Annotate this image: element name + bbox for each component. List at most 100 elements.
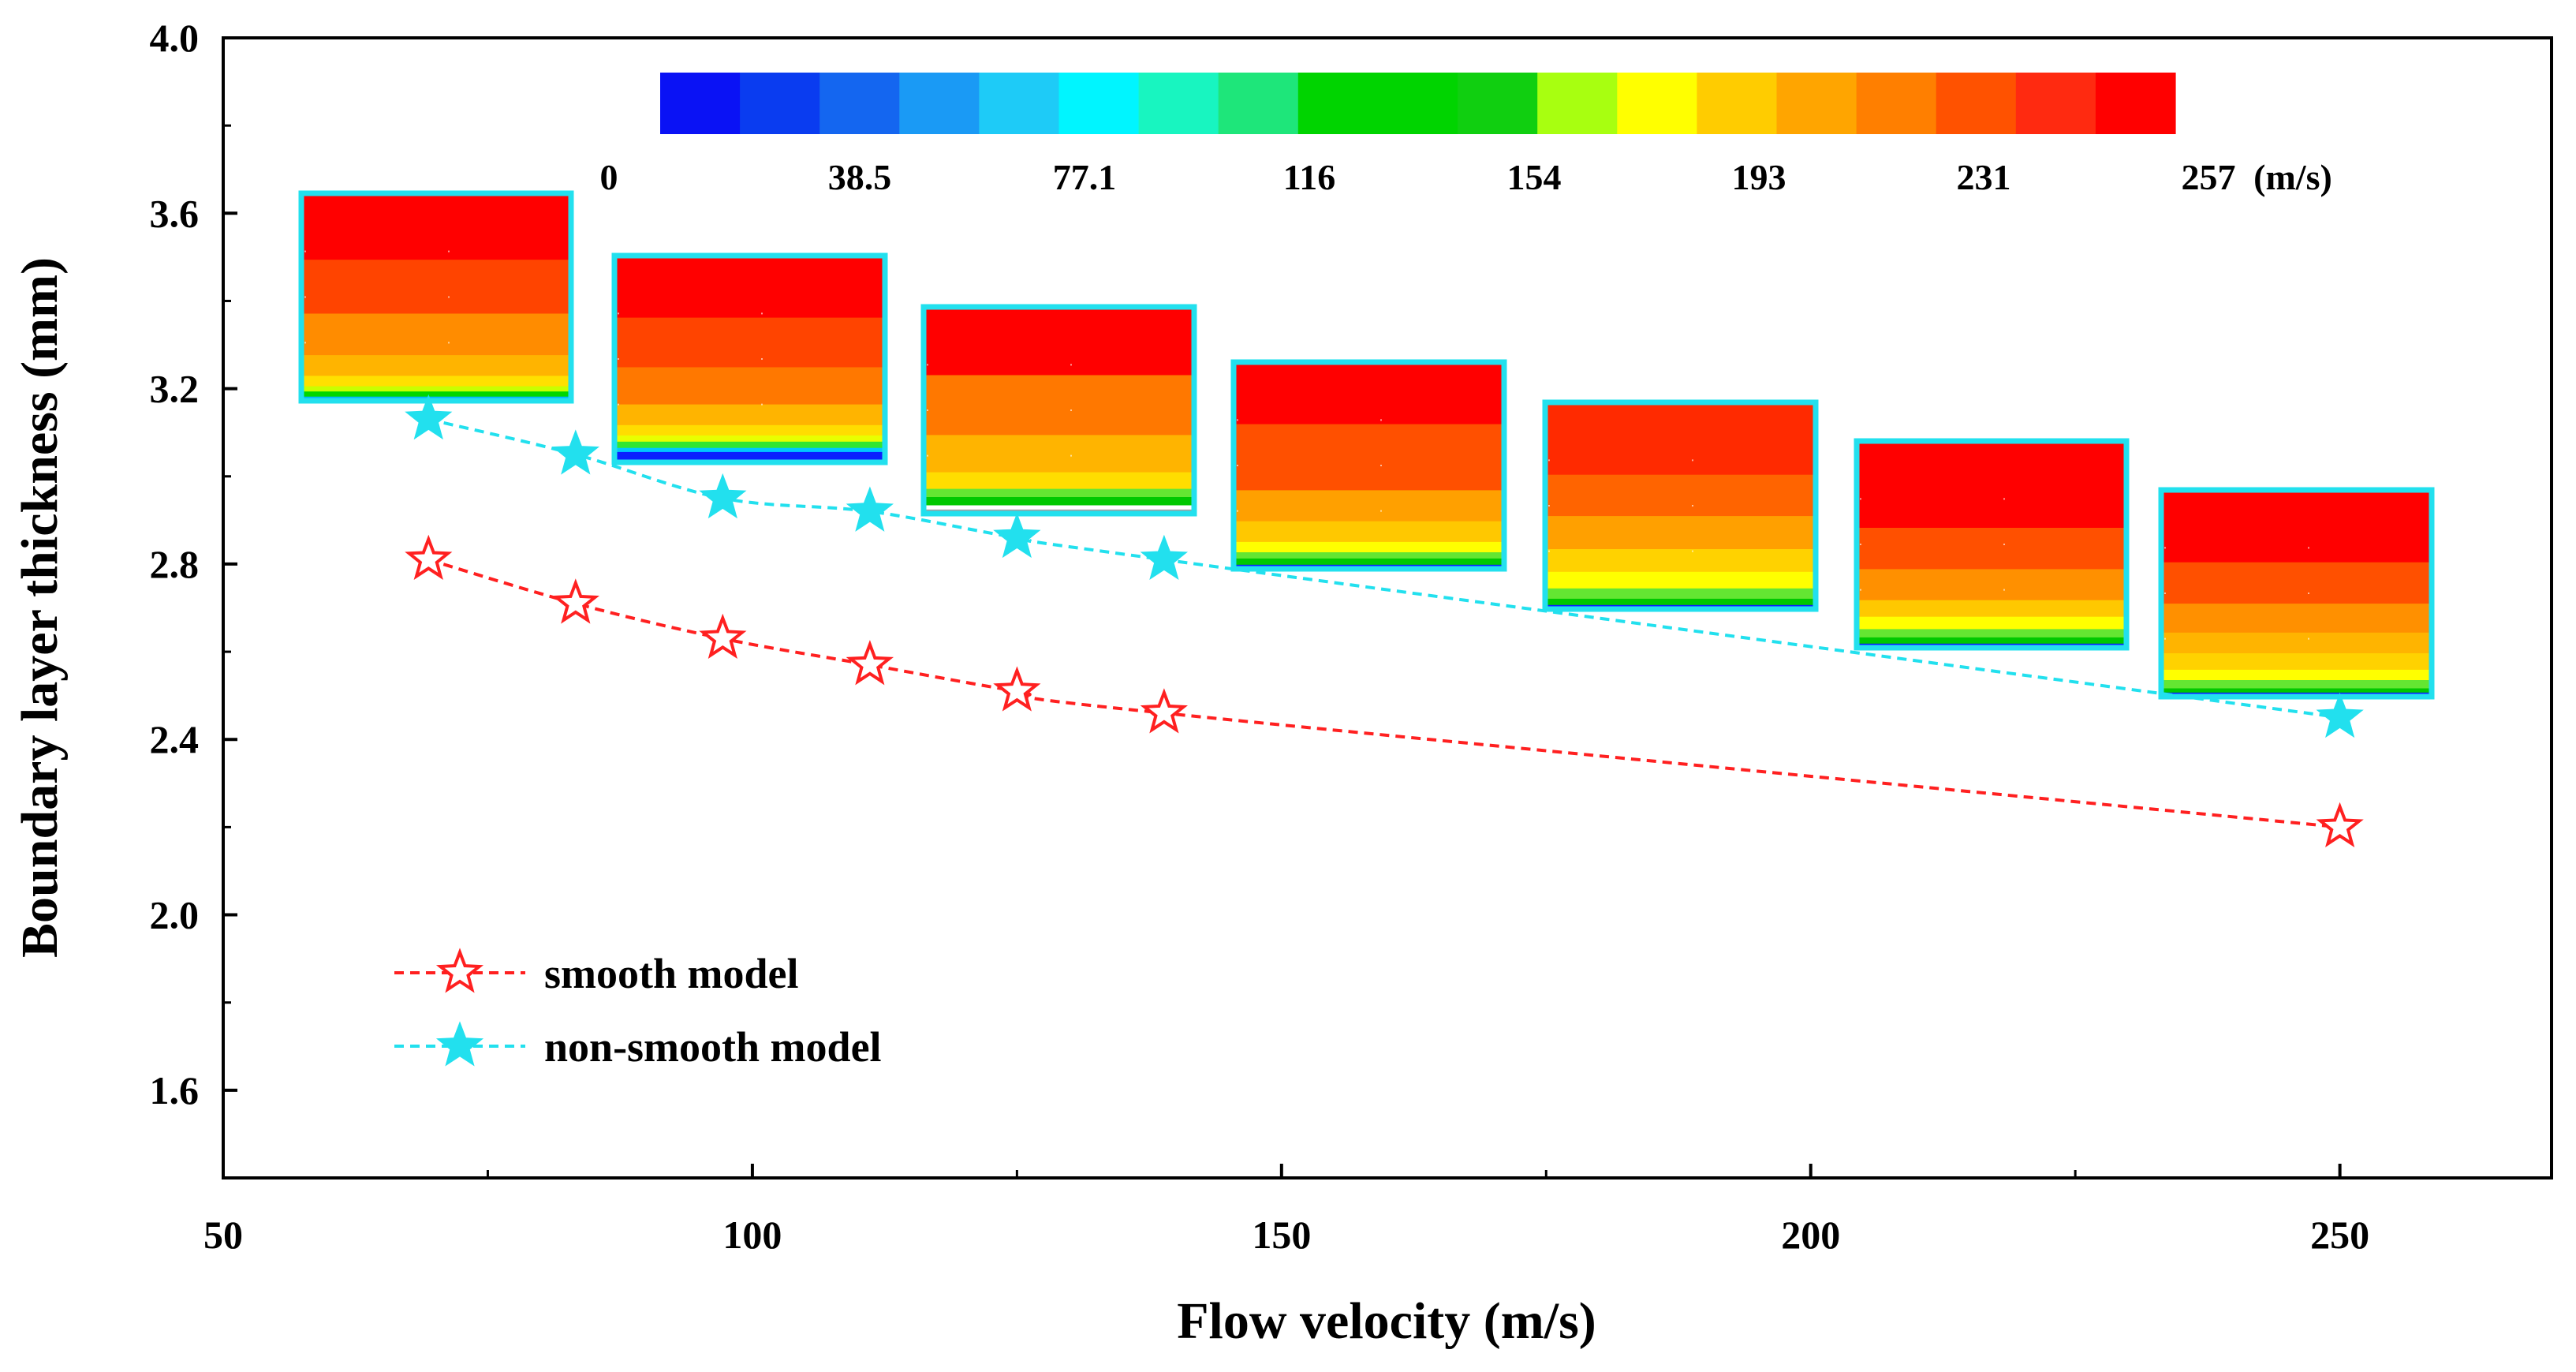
- colorbar-cell: [740, 73, 820, 134]
- y-tick-label: 2.4: [150, 717, 200, 761]
- contour-band: [301, 391, 571, 398]
- x-ticks: [222, 1164, 2342, 1178]
- contour-band: [301, 313, 571, 356]
- colorbar-cell: [1537, 73, 1618, 134]
- contour-band: [614, 441, 885, 449]
- contour-band: [1545, 474, 1816, 517]
- contour-band: [2161, 669, 2432, 681]
- colorbar-label: 231: [1957, 157, 2011, 197]
- colorbar-label: 154: [1507, 157, 1562, 197]
- contour-band: [301, 193, 571, 260]
- colorbar-unit: (m/s): [2253, 157, 2332, 197]
- x-tick-label: 50: [203, 1213, 243, 1257]
- colorbar-cell: [1458, 73, 1538, 134]
- data-point: [2316, 692, 2364, 738]
- contour-band: [301, 386, 571, 392]
- x-tick-label: 250: [2310, 1213, 2369, 1257]
- contour-111: [920, 304, 1197, 517]
- contour-band: [1545, 402, 1816, 476]
- contour-band: [924, 472, 1194, 490]
- colorbar-cell: [1697, 73, 1778, 134]
- contour-97: [611, 252, 888, 465]
- legend: smooth model non-smooth model: [394, 948, 882, 1071]
- colorbar-cell: [660, 73, 741, 134]
- data-point: [405, 534, 453, 580]
- colorbar-cell: [2015, 73, 2096, 134]
- series-non-smooth: [405, 394, 2364, 738]
- contour-band: [1234, 552, 1504, 559]
- x-axis-label: Flow velocity (m/s): [1177, 1292, 1596, 1350]
- legend-label-smooth: smooth model: [544, 950, 799, 997]
- y-tick-label: 2.0: [150, 893, 200, 937]
- x-axis: 50 100 150 200 250 Flow velocity (m/s): [203, 1164, 2369, 1350]
- colorbar-label: 77.1: [1053, 157, 1117, 197]
- contour-band: [301, 260, 571, 315]
- legend-marker-smooth: [435, 948, 484, 993]
- colorbar-cell: [1138, 73, 1219, 134]
- contour-band: [614, 317, 885, 368]
- contour-band: [924, 488, 1194, 498]
- colorbar-cell: [1776, 73, 1857, 134]
- colorbar-cell: [1377, 73, 1458, 134]
- contour-frame: [1542, 399, 1819, 612]
- contour-frame: [298, 190, 574, 404]
- contour-band: [924, 435, 1194, 473]
- contour-69: [298, 190, 574, 404]
- colorbar-label: 193: [1732, 157, 1786, 197]
- contour-250: [2158, 487, 2435, 700]
- contour-band: [1545, 571, 1816, 589]
- y-axis: 1.6 2.0 2.4 2.8 3.2 3.6 4.0 Boundary layer thi…: [11, 16, 237, 1179]
- data-point: [846, 640, 894, 686]
- colorbar-label: 116: [1283, 157, 1335, 197]
- y-tick-label: 3.6: [150, 191, 200, 235]
- y-tick-label: 1.6: [150, 1068, 200, 1112]
- contour-band: [1545, 588, 1816, 600]
- contour-frame: [611, 252, 888, 465]
- y-ticks: [223, 36, 237, 1179]
- contour-band: [2161, 632, 2432, 654]
- contour-band: [1857, 616, 2126, 630]
- data-point: [551, 429, 599, 475]
- colorbar-label: 257: [2182, 157, 2236, 197]
- data-point: [1140, 688, 1188, 734]
- data-point: [846, 486, 894, 532]
- data-point: [699, 613, 747, 659]
- colorbar-cell: [2095, 73, 2176, 134]
- colorbar-label: 0: [600, 157, 618, 197]
- contour-band: [1234, 558, 1504, 566]
- contour-band: [2161, 562, 2432, 604]
- contour-band: [1545, 598, 1816, 606]
- contour-frame: [920, 304, 1197, 517]
- colorbar-cell: [979, 73, 1060, 134]
- legend-star-non-smooth: [435, 1021, 484, 1067]
- contour-band: [1857, 569, 2126, 601]
- y-tick-label: 4.0: [150, 16, 200, 60]
- contour-band: [2161, 653, 2432, 671]
- x-tick-label: 150: [1252, 1213, 1311, 1257]
- colorbar-labels: 0 38.5 77.1 116 154 193 231 257 (m/s): [600, 157, 2332, 197]
- contour-insets: [298, 190, 2435, 700]
- colorbar-cell: [1936, 73, 2017, 134]
- contour-frame: [1230, 359, 1507, 572]
- contour-band: [2161, 490, 2432, 563]
- colorbar-cell: [1856, 73, 1937, 134]
- contour-band: [1234, 541, 1504, 553]
- colorbar-cells: [660, 73, 2176, 134]
- contour-band: [614, 424, 885, 436]
- y-tick-label: 2.8: [150, 542, 200, 586]
- contour-band: [614, 447, 885, 453]
- contour-band: [2161, 680, 2432, 690]
- contour-band: [614, 435, 885, 443]
- contour-band: [301, 355, 571, 376]
- y-axis-label: Boundary layer thickness (mm): [11, 257, 69, 958]
- contour-band: [1857, 528, 2126, 570]
- contour-band: [1857, 629, 2126, 638]
- contour-band: [614, 256, 885, 319]
- x-tick-label: 200: [1781, 1213, 1840, 1257]
- data-point: [993, 512, 1041, 559]
- contour-138: [1542, 399, 1819, 612]
- data-point: [993, 666, 1041, 712]
- contour-band: [301, 376, 571, 387]
- colorbar-cell: [1058, 73, 1140, 134]
